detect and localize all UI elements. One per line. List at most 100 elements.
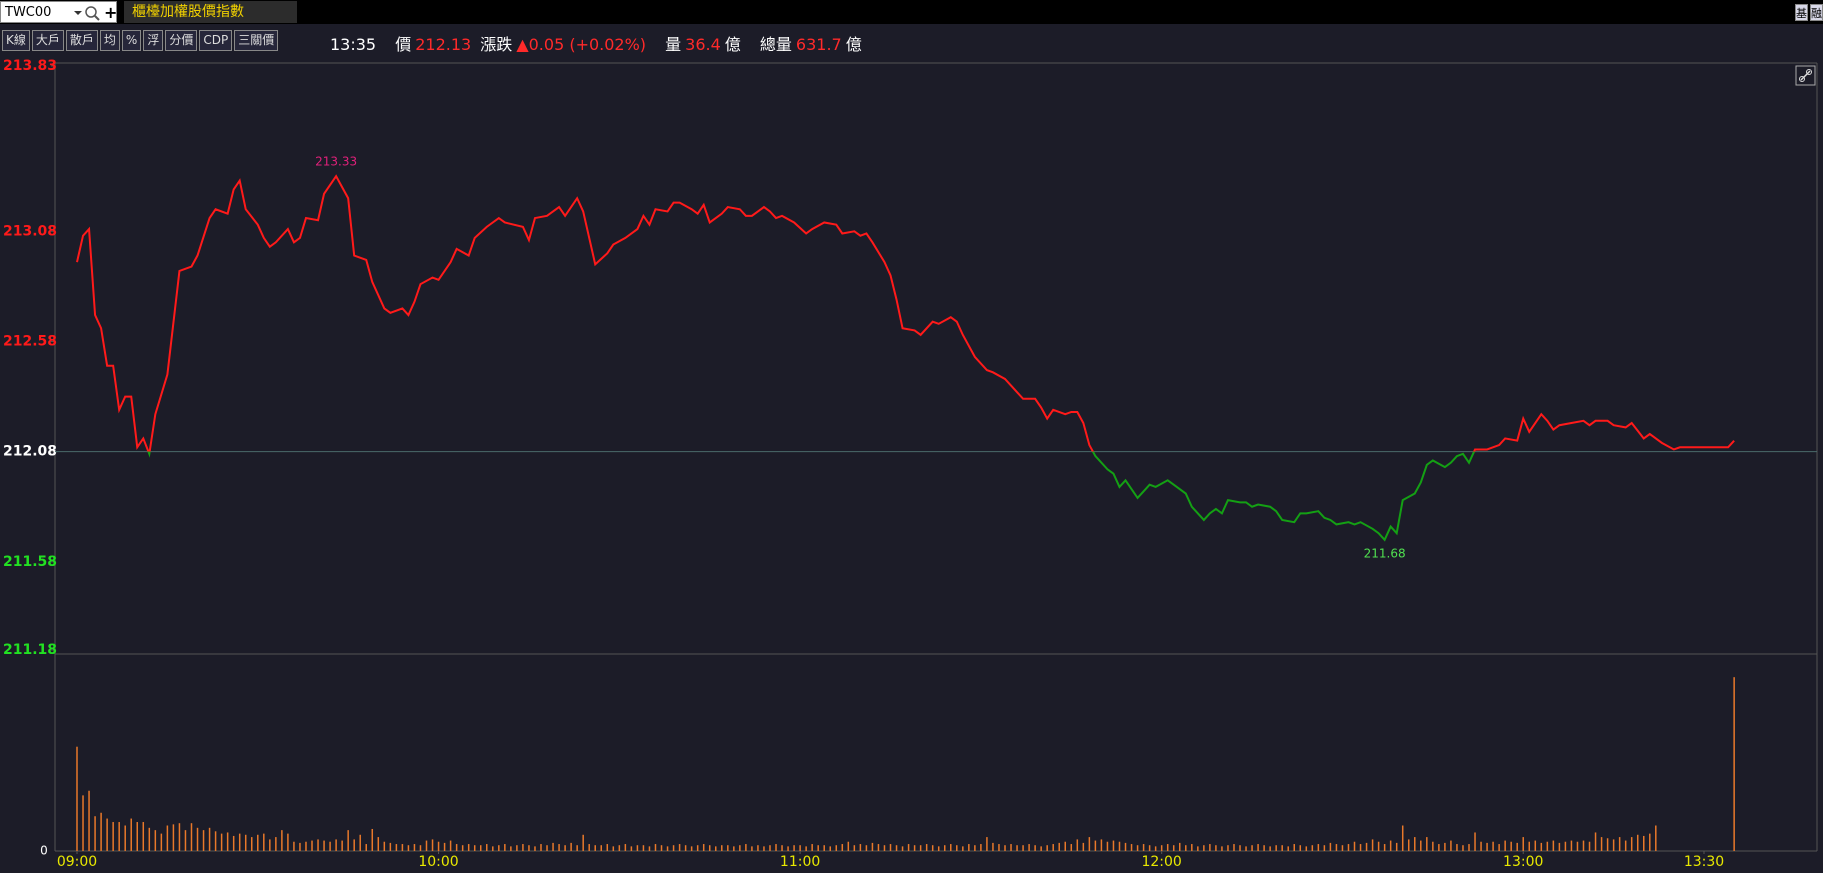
tool-button[interactable]: %	[121, 30, 142, 51]
volume-bar	[811, 844, 813, 851]
volume-bar	[1197, 846, 1199, 851]
tool-button[interactable]: 大戶	[31, 30, 64, 51]
add-button[interactable]: +	[104, 3, 118, 22]
volume-bar	[172, 824, 175, 851]
volume-bar	[1179, 842, 1181, 851]
volume-bar	[112, 822, 114, 851]
volume-bar	[1052, 844, 1054, 851]
volume-bar	[763, 846, 765, 851]
volume-bar	[94, 816, 96, 851]
volume-bar	[1070, 844, 1073, 851]
volume-bar	[1414, 837, 1416, 851]
title-tab[interactable]: 櫃檯加權股價指數	[124, 1, 297, 23]
volume-bar	[1148, 845, 1151, 851]
tool-button[interactable]: K線	[2, 30, 30, 51]
quote-label: 量	[665, 35, 682, 54]
volume-bar	[1612, 839, 1615, 851]
volume-bar	[600, 845, 603, 851]
volume-bar	[1618, 837, 1621, 851]
volume-bar	[684, 845, 687, 851]
volume-bar	[1166, 844, 1169, 851]
x-tick-label: 09:00	[57, 854, 97, 870]
volume-bar	[968, 844, 970, 851]
volume-bar	[305, 841, 307, 851]
volume-bar	[504, 844, 506, 851]
volume-bar	[1233, 844, 1235, 851]
volume-bar	[907, 844, 910, 851]
volume-bar	[208, 827, 211, 851]
volume-bar	[962, 846, 964, 851]
volume-bar	[1462, 845, 1464, 851]
volume-bar	[178, 823, 181, 851]
volume-bar	[1022, 845, 1024, 851]
side-button[interactable]: 基	[1795, 4, 1808, 21]
tool-button[interactable]: 散戶	[65, 30, 98, 51]
volume-bar	[642, 845, 645, 851]
volume-bar	[1564, 841, 1567, 851]
volume-bar	[937, 846, 940, 851]
volume-bar	[154, 830, 157, 851]
tool-button[interactable]: 浮	[143, 30, 164, 51]
volume-bar	[1371, 839, 1374, 851]
volume-bar	[1576, 841, 1579, 851]
volume-bar	[1046, 845, 1048, 851]
volume-bar	[377, 837, 380, 851]
volume-bar	[1335, 844, 1338, 851]
volume-bar	[654, 844, 657, 851]
link-icon[interactable]	[1795, 65, 1816, 86]
volume-bar	[184, 830, 187, 851]
symbol-input[interactable]: TWC00 +	[0, 1, 117, 23]
volume-bar	[190, 823, 193, 851]
volume-bar	[365, 844, 367, 851]
volume-bar	[1287, 846, 1289, 851]
symbol-text: TWC00	[5, 5, 52, 20]
volume-bar	[648, 846, 651, 851]
volume-bar	[516, 845, 518, 851]
volume-bar	[558, 844, 560, 851]
volume-bar	[281, 830, 283, 851]
volume-bar	[1630, 837, 1633, 851]
volume-bar	[323, 840, 325, 851]
tool-buttons: K線 大戶 散戶均% 浮分價 CDP 三關價	[2, 30, 280, 51]
volume-bar	[443, 842, 446, 851]
volume-bar	[1124, 842, 1127, 851]
volume-bar	[407, 845, 410, 851]
volume-bar	[1275, 845, 1277, 851]
volume-bar	[1293, 844, 1295, 851]
volume-bar	[781, 845, 783, 851]
extreme-label: 211.68	[1364, 546, 1406, 560]
quote-label: 價	[395, 35, 412, 54]
volume-bar	[413, 844, 416, 851]
price-line	[76, 174, 1735, 452]
volume-bar	[76, 746, 78, 851]
volume-bar	[1004, 845, 1006, 851]
price-line	[147, 451, 1476, 542]
quote-value: ▲0.05 (+0.02%)	[516, 35, 647, 54]
volume-bar	[202, 830, 205, 851]
volume-bar	[383, 841, 386, 851]
volume-bar	[636, 845, 639, 851]
volume-bar	[1407, 839, 1410, 851]
volume-bar	[166, 825, 169, 851]
volume-bar	[1643, 835, 1645, 851]
volume-bar	[721, 845, 723, 851]
quote-label: 漲跌	[480, 35, 513, 54]
volume-bar	[1203, 845, 1205, 851]
volume-bar	[100, 812, 102, 851]
tool-button[interactable]: 三關價	[234, 30, 279, 51]
x-tick-label: 10:00	[418, 854, 458, 870]
tool-button[interactable]: 均	[99, 30, 120, 51]
volume-bar	[1329, 842, 1332, 851]
volume-bar	[1317, 844, 1320, 851]
volume-bar	[1395, 842, 1398, 851]
volume-bar	[1100, 839, 1103, 851]
volume-bar	[1486, 842, 1488, 851]
volume-bar	[817, 845, 819, 851]
volume-bar	[877, 844, 880, 851]
volume-bar	[745, 844, 747, 851]
volume-bar	[82, 795, 84, 851]
tool-button[interactable]: CDP	[199, 30, 233, 51]
top-bar: TWC00 + 櫃檯加權股價指數 基 融	[0, 0, 1823, 24]
tool-button[interactable]: 分價	[165, 30, 198, 51]
